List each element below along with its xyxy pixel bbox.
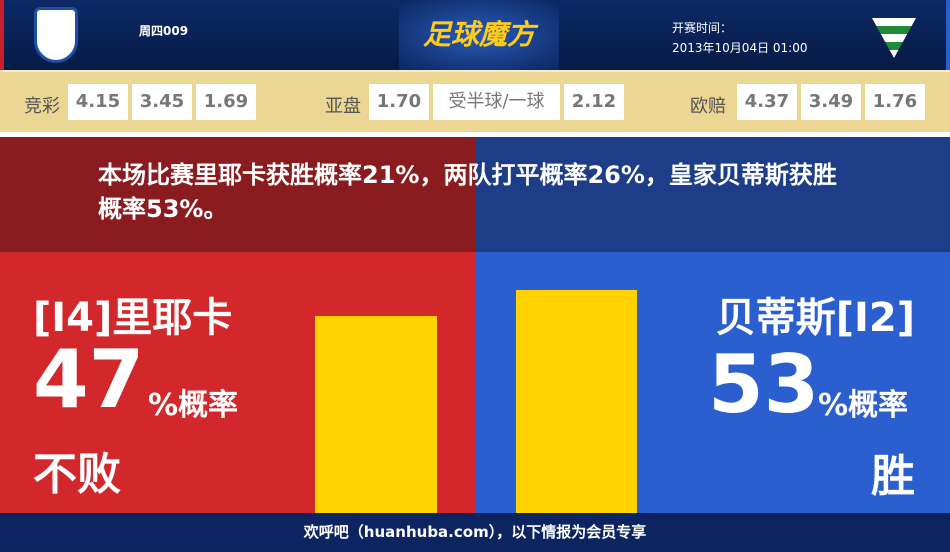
- jingcai-label: 竞彩: [24, 96, 60, 117]
- summary-text: 本场比赛里耶卡获胜概率21%，两队打平概率26%，皇家贝蒂斯获胜概率53%。: [98, 161, 837, 223]
- home-team-name: [I4]里耶卡: [33, 295, 233, 341]
- oupei-label: 欧赔: [690, 96, 726, 117]
- time-value: 2013年10月04日 01:00: [672, 41, 808, 55]
- yapan-label: 亚盘: [325, 96, 361, 117]
- home-outcome: 不败: [33, 449, 121, 500]
- away-probability-bar: [516, 290, 637, 513]
- away-outcome: 胜: [871, 451, 915, 502]
- banner-left: [0, 137, 475, 252]
- away-team-name: 贝蒂斯[I2]: [715, 295, 915, 341]
- handicap: 受半球/一球: [433, 84, 560, 120]
- header: 周四009 足球魔方 开赛时间： 2013年10月04日 01:00: [0, 0, 950, 70]
- odds-bar: 竞彩 4.15 3.45 1.69 亚盘 1.70 受半球/一球 2.12 欧赔…: [0, 70, 950, 132]
- home-unit: %概率: [148, 388, 239, 423]
- away-unit: %概率: [818, 388, 909, 423]
- match-number: 周四009: [139, 24, 189, 38]
- brand-logo: 足球魔方: [399, 0, 559, 70]
- odds-value: 2.12: [564, 84, 624, 120]
- odds-value: 4.37: [737, 84, 797, 120]
- odds-value: 3.45: [132, 84, 192, 120]
- odds-value: 3.49: [801, 84, 861, 120]
- odds-value: 1.69: [196, 84, 256, 120]
- home-team-logo: [34, 7, 78, 63]
- home-probability-bar: [315, 315, 437, 513]
- banner-right: [475, 137, 950, 252]
- footer-text: 欢呼吧（huanhuba.com），以下情报为会员专享: [0, 513, 950, 552]
- odds-value: 4.15: [68, 84, 128, 120]
- away-team-logo: [872, 18, 916, 58]
- kickoff-time: 开赛时间： 2013年10月04日 01:00: [672, 18, 807, 58]
- odds-value: 1.70: [369, 84, 429, 120]
- odds-value: 1.76: [865, 84, 925, 120]
- time-label: 开赛时间：: [672, 21, 733, 35]
- away-percent: 53: [708, 338, 820, 431]
- home-percent: 47: [33, 333, 145, 426]
